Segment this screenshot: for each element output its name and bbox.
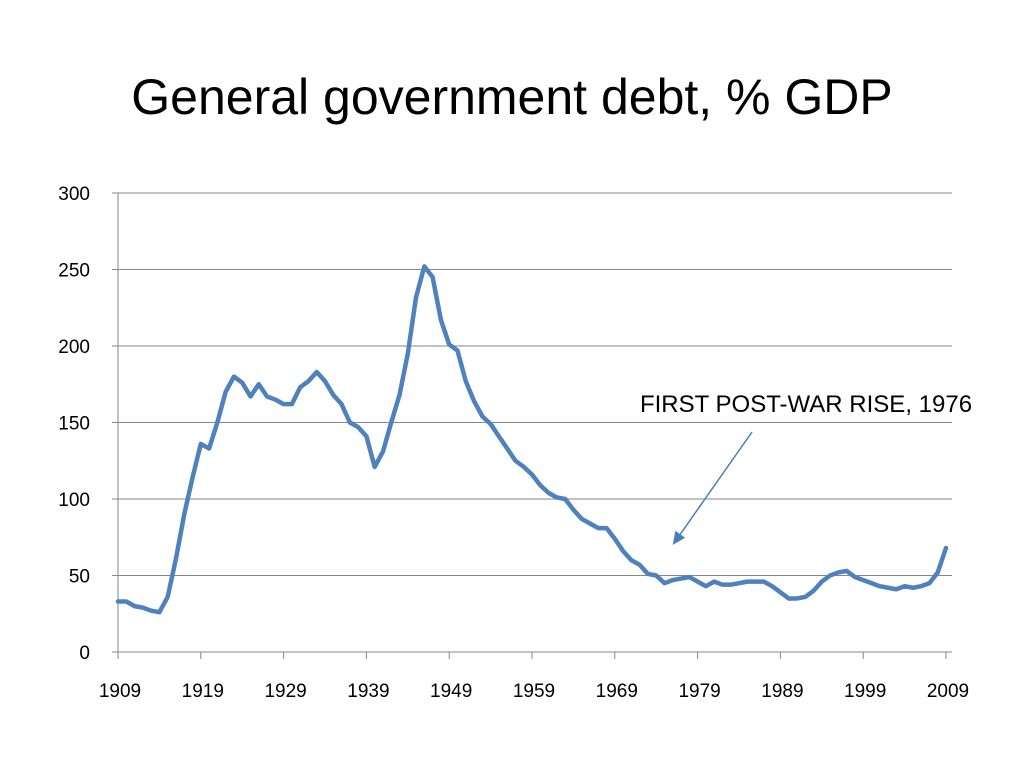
annotation-arrowhead (672, 530, 686, 545)
annotation-label: FIRST POST-WAR RISE, 1976 (640, 391, 972, 418)
x-tick-label: 1979 (678, 681, 720, 702)
y-tick-labels: 0 50 100 150 200 250 300 (58, 184, 90, 664)
y-tick-label: 50 (69, 567, 90, 588)
annotation: FIRST POST-WAR RISE, 1976 (640, 391, 972, 545)
x-tick-label: 1929 (264, 681, 306, 702)
annotation-arrow (679, 431, 753, 535)
y-tick-label: 250 (58, 261, 90, 282)
x-tick-label: 1959 (513, 681, 555, 702)
series-line-0 (115, 264, 949, 615)
x-tick-label: 1909 (99, 681, 141, 702)
y-tick-label: 0 (79, 643, 90, 664)
page-title: General government debt, % GDP (131, 69, 893, 125)
y-tick-label: 150 (58, 414, 90, 435)
x-tick-label: 2009 (927, 681, 969, 702)
x-tick-label: 1949 (430, 681, 472, 702)
x-tick-label: 1939 (347, 681, 389, 702)
y-tick-label: 300 (58, 184, 90, 205)
x-tick-label: 1969 (596, 681, 638, 702)
x-tick-label: 1989 (761, 681, 803, 702)
axes (112, 192, 952, 659)
x-tick-label: 1919 (182, 681, 224, 702)
y-tick-label: 200 (58, 337, 90, 358)
series-layer (115, 264, 949, 615)
y-tick-label: 100 (58, 490, 90, 511)
x-tick-label: 1999 (844, 681, 886, 702)
x-tick-labels: 1909 1919 1929 1939 1949 1959 1969 1979 1989 1999… (99, 681, 969, 702)
gridlines (118, 192, 952, 576)
